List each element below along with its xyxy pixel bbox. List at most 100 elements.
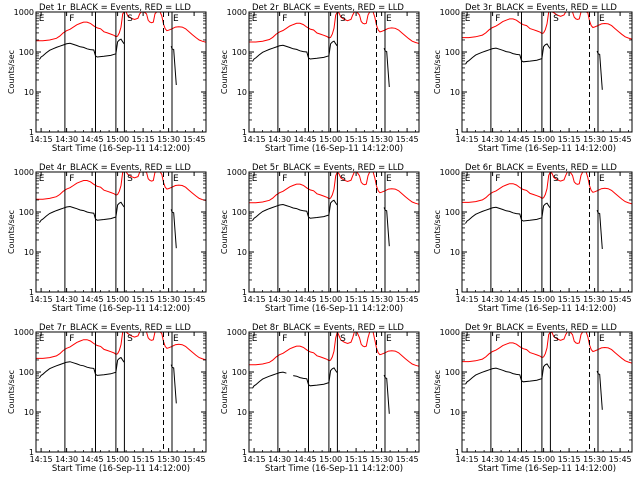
- lld-series-line: [462, 12, 632, 40]
- y-tick-label: 100: [232, 208, 247, 217]
- x-tick-label: 15:30: [370, 455, 393, 464]
- panel-title: Det 1r_BLACK = Events, RED = LLD: [39, 3, 191, 13]
- x-tick-label: 14:15: [456, 455, 479, 464]
- x-tick-label: 14:45: [81, 295, 104, 304]
- panel-title: Det 2r_BLACK = Events, RED = LLD: [252, 3, 404, 13]
- y-tick-label: 10: [450, 408, 460, 417]
- x-axis-label: Start Time (16-Sep-11 14:12:00): [478, 304, 616, 314]
- y-tick-label: 100: [445, 48, 460, 57]
- panel-title: Det 3r_BLACK = Events, RED = LLD: [465, 3, 617, 13]
- x-tick-label: 15:00: [106, 135, 129, 144]
- panel-title: Det 6r_BLACK = Events, RED = LLD: [465, 163, 617, 173]
- region-label: E: [252, 14, 258, 24]
- x-tick-label: 15:00: [319, 295, 342, 304]
- x-axis-label: Start Time (16-Sep-11 14:12:00): [52, 464, 190, 474]
- y-axis-label: Counts/sec: [433, 50, 442, 94]
- events-series-line: [251, 199, 338, 221]
- region-label: E: [599, 14, 605, 24]
- y-axis-label: Counts/sec: [7, 50, 16, 94]
- y-tick-label: 10: [24, 248, 34, 257]
- x-axis-label: Start Time (16-Sep-11 14:12:00): [52, 304, 190, 314]
- region-label: E: [599, 174, 605, 184]
- x-tick-label: 15:30: [583, 295, 606, 304]
- y-tick-label: 1: [29, 128, 34, 137]
- y-tick-label: 1000: [227, 328, 247, 337]
- y-tick-label: 1000: [14, 8, 34, 17]
- y-tick-label: 1000: [227, 8, 247, 17]
- plot-frame: [248, 171, 420, 293]
- region-label: F: [495, 14, 500, 24]
- events-series-line-segment-1: [251, 371, 287, 389]
- y-tick-label: 100: [445, 368, 460, 377]
- region-label: F: [69, 334, 74, 344]
- x-tick-label: 15:45: [609, 455, 632, 464]
- events-series-line: [38, 356, 125, 379]
- y-axis-label: Counts/sec: [220, 50, 229, 94]
- x-tick-label: 15:00: [106, 455, 129, 464]
- x-tick-label: 15:00: [106, 295, 129, 304]
- lld-series-line: [36, 172, 206, 202]
- x-tick-label: 15:30: [157, 135, 180, 144]
- region-label: E: [465, 14, 471, 24]
- panel-title: Det 5r_BLACK = Events, RED = LLD: [252, 163, 404, 173]
- y-tick-label: 1: [455, 128, 460, 137]
- y-tick-label: 1000: [440, 168, 460, 177]
- y-tick-label: 1000: [14, 168, 34, 177]
- events-series-line: [38, 201, 125, 223]
- x-tick-label: 14:15: [30, 295, 53, 304]
- events-series-line: [38, 38, 125, 60]
- plot-frame: [35, 171, 207, 293]
- x-tick-label: 14:30: [55, 455, 78, 464]
- y-axis-label: Counts/sec: [7, 210, 16, 254]
- region-label: E: [252, 174, 258, 184]
- x-tick-label: 14:15: [456, 295, 479, 304]
- region-label: F: [69, 174, 74, 184]
- x-tick-label: 14:30: [268, 455, 291, 464]
- x-tick-label: 15:30: [157, 295, 180, 304]
- x-tick-label: 15:15: [345, 295, 368, 304]
- x-tick-label: 15:00: [319, 455, 342, 464]
- region-label: E: [599, 334, 605, 344]
- y-tick-label: 1: [242, 448, 247, 457]
- x-tick-label: 15:15: [132, 295, 155, 304]
- region-label: S: [553, 334, 559, 344]
- x-axis-label: Start Time (16-Sep-11 14:12:00): [478, 144, 616, 154]
- events-series-line: [251, 40, 338, 62]
- region-label: S: [340, 174, 346, 184]
- region-label: S: [340, 334, 346, 344]
- plot-frame: [461, 11, 633, 133]
- lld-series-line: [462, 332, 632, 364]
- lld-series-line: [249, 332, 419, 367]
- y-tick-label: 1: [455, 288, 460, 297]
- plot-frame: [461, 171, 633, 293]
- x-tick-label: 14:15: [243, 295, 266, 304]
- x-tick-label: 15:00: [319, 135, 342, 144]
- y-axis-label: Counts/sec: [7, 370, 16, 414]
- x-tick-label: 15:15: [345, 135, 368, 144]
- x-tick-label: 14:15: [30, 455, 53, 464]
- x-tick-label: 14:30: [481, 135, 504, 144]
- y-tick-label: 100: [19, 368, 34, 377]
- plot-frame: [461, 331, 633, 453]
- region-label: E: [39, 174, 45, 184]
- y-axis-label: Counts/sec: [433, 210, 442, 254]
- region-label: S: [340, 14, 346, 24]
- x-tick-label: 14:30: [55, 295, 78, 304]
- x-tick-label: 15:00: [532, 295, 555, 304]
- x-axis-label: Start Time (16-Sep-11 14:12:00): [52, 144, 190, 154]
- panel-title: Det 9r_BLACK = Events, RED = LLD: [465, 323, 617, 333]
- plot-frame: [35, 11, 207, 133]
- x-tick-label: 15:15: [132, 135, 155, 144]
- region-label: F: [495, 334, 500, 344]
- y-tick-label: 10: [237, 88, 247, 97]
- y-tick-label: 10: [237, 248, 247, 257]
- region-label: F: [69, 14, 74, 24]
- x-tick-label: 14:45: [294, 295, 317, 304]
